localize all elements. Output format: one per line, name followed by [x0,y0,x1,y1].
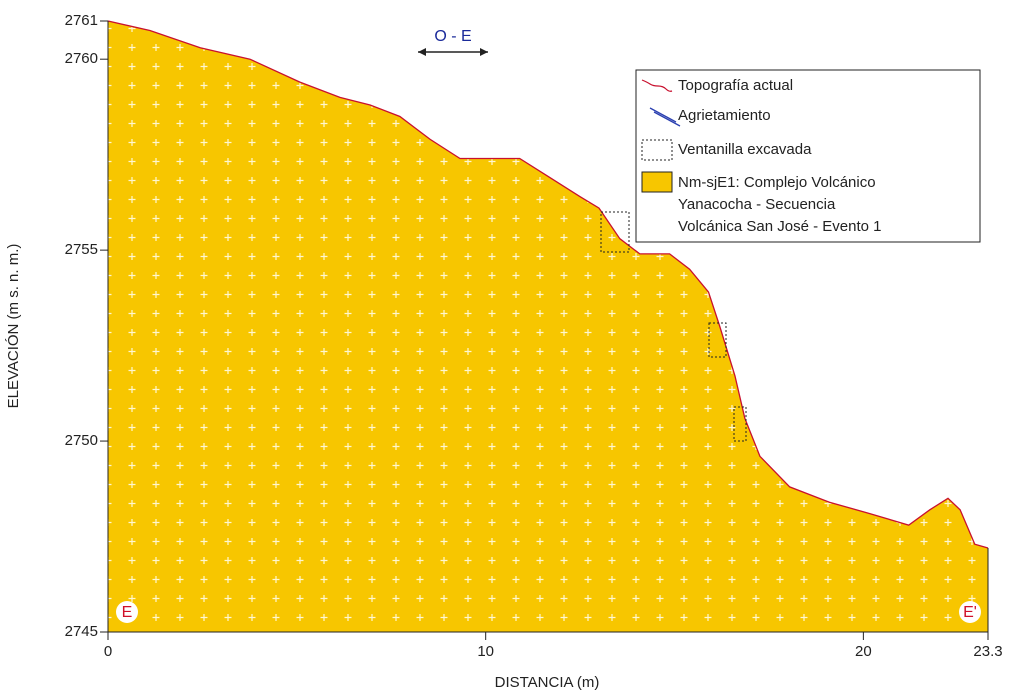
x-axis-label: DISTANCIA (m) [495,674,600,691]
legend-box [635,69,981,243]
x-tick-label: 20 [855,643,872,660]
x-tick-label: 23.3 [973,643,1002,660]
ventanilla [600,211,630,253]
legend-label: Topografía actual [678,77,793,94]
y-tick-label: 2761 [65,12,98,29]
legend-swatch [641,171,673,193]
topography-line [107,20,989,549]
arrow-heads [418,48,488,56]
ventanilla [708,322,727,358]
plot [107,20,989,632]
start-label: E [122,604,133,621]
legend-label: Nm-sjE1: Complejo Volcánico [678,174,876,191]
y-tick-label: 2745 [65,623,98,640]
legend-label: Ventanilla excavada [678,141,812,158]
legend-label: Agrietamiento [678,107,771,124]
legend: Topografía actual Agrietamiento Ventanil… [635,69,981,243]
legend-label: Volcánica San José - Evento 1 [678,218,881,235]
y-tick-label: 2760 [65,50,98,67]
end-label: E' [963,604,977,621]
legend-swatch [641,139,673,161]
y-tick-label: 2755 [65,241,98,258]
legend-swatch [649,107,681,127]
y-axis-label: ELEVACIÓN (m s. n. m.) [5,244,22,409]
ventanillas [600,211,747,442]
direction-label: O - E [434,28,471,45]
legend-swatch [641,79,673,92]
start-marker [116,601,138,623]
area-pattern [108,21,988,632]
legend-label: Yanacocha - Secuencia [678,196,836,213]
x-tick-label: 10 [477,643,494,660]
x-tick-label: 0 [104,643,112,660]
end-marker [959,601,981,623]
ventanilla [733,406,747,442]
y-tick-label: 2750 [65,432,98,449]
